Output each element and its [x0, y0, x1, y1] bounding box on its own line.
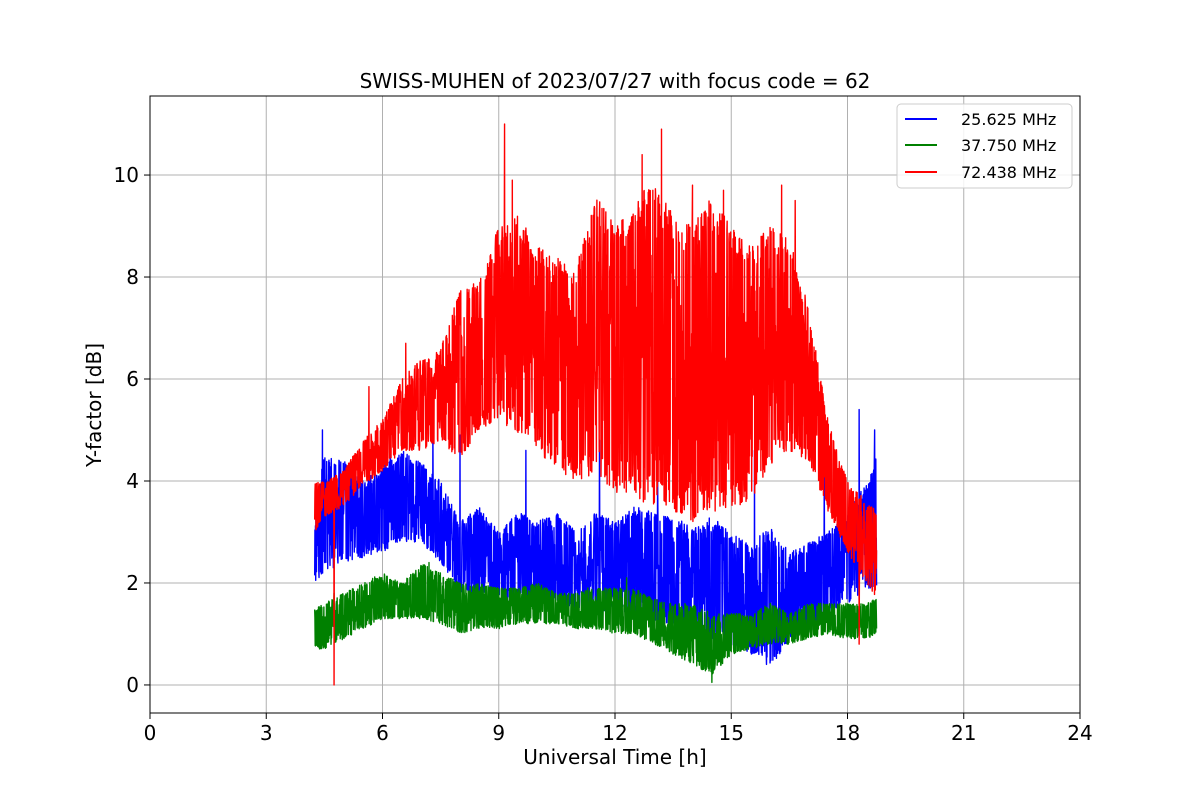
x-tick-label: 6	[376, 721, 389, 745]
x-tick-label: 3	[260, 721, 273, 745]
x-tick-label: 24	[1067, 721, 1092, 745]
legend: 25.625 MHz 37.750 MHz 72.438 MHz	[896, 103, 1073, 189]
legend-label-series-2: 37.750 MHz	[961, 136, 1056, 155]
x-tick-label: 15	[719, 721, 744, 745]
y-axis-title: Y-factor [dB]	[82, 343, 106, 468]
y-tick-label: 0	[126, 673, 139, 697]
y-tick-label: 10	[114, 163, 139, 187]
y-axis: 0 2 4 6 8 10	[114, 163, 150, 697]
legend-label-series-1: 25.625 MHz	[961, 110, 1056, 129]
y-tick-label: 2	[126, 571, 139, 595]
x-tick-label: 18	[835, 721, 860, 745]
plot-area	[313, 123, 878, 686]
x-axis-title: Universal Time [h]	[523, 745, 706, 769]
series-line-3	[313, 123, 878, 686]
x-tick-label: 9	[492, 721, 505, 745]
x-tick-label: 0	[144, 721, 157, 745]
legend-label-series-3: 72.438 MHz	[961, 163, 1056, 182]
chart-title: SWISS-MUHEN of 2023/07/27 with focus cod…	[360, 69, 871, 93]
y-tick-label: 6	[126, 367, 139, 391]
y-tick-label: 4	[126, 469, 139, 493]
y-tick-label: 8	[126, 265, 139, 289]
legend-box	[896, 103, 1073, 189]
x-tick-label: 21	[951, 721, 976, 745]
x-tick-label: 12	[602, 721, 627, 745]
x-axis: 0 3 6 9 12 15 18 21 24	[144, 713, 1093, 745]
series-line-2	[313, 561, 878, 684]
